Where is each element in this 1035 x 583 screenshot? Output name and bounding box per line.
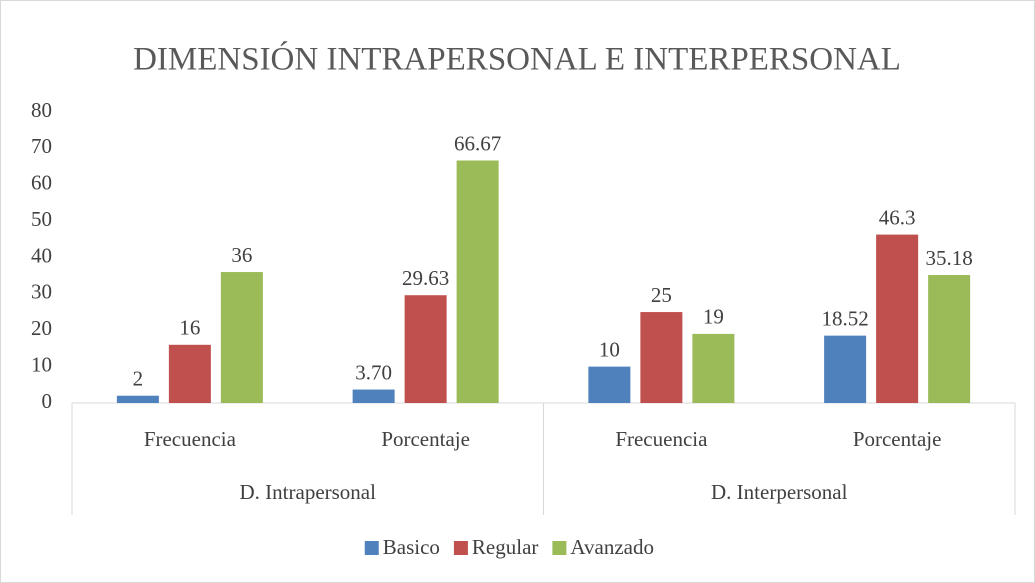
x-tick-label: Frecuencia — [615, 427, 708, 451]
bar — [824, 335, 867, 403]
legend-label: Regular — [472, 535, 538, 559]
bar — [456, 160, 499, 403]
bar — [876, 234, 919, 403]
y-tick-label: 50 — [31, 207, 52, 231]
legend-swatch — [453, 541, 468, 555]
data-label: 19 — [703, 305, 724, 329]
y-tick-label: 20 — [31, 316, 52, 340]
legend-swatch — [364, 541, 379, 555]
data-label: 25 — [651, 283, 672, 307]
data-label: 16 — [179, 316, 200, 340]
data-label: 66.67 — [454, 131, 501, 155]
x-tick-label: Porcentaje — [853, 427, 942, 451]
data-label: 29.63 — [402, 266, 449, 290]
data-label: 18.52 — [822, 306, 869, 330]
legend-swatch — [552, 541, 567, 555]
group-label: D. Interpersonal — [711, 480, 848, 504]
y-tick-label: 0 — [42, 389, 53, 413]
bar — [928, 275, 971, 403]
data-label: 35.18 — [926, 246, 973, 270]
bar — [404, 295, 447, 403]
y-tick-label: 10 — [31, 352, 52, 376]
data-label: 3.70 — [355, 360, 392, 384]
y-tick-label: 60 — [31, 171, 52, 195]
legend-label: Avanzado — [570, 535, 654, 559]
group-label: D. Intrapersonal — [240, 480, 377, 504]
chart-title: DIMENSIÓN INTRAPERSONAL E INTERPERSONAL — [133, 40, 901, 78]
x-tick-label: Frecuencia — [144, 427, 237, 451]
y-tick-label: 30 — [31, 280, 52, 304]
bar — [588, 366, 631, 403]
data-label: 2 — [133, 367, 144, 391]
bar — [640, 312, 683, 403]
y-tick-label: 80 — [31, 98, 52, 122]
bar — [116, 395, 159, 403]
data-label: 10 — [599, 337, 620, 361]
data-label: 36 — [231, 243, 252, 267]
y-tick-label: 40 — [31, 243, 52, 267]
data-label: 46.3 — [879, 205, 916, 229]
bar — [692, 333, 735, 403]
bar — [352, 389, 395, 403]
y-tick-label: 70 — [31, 134, 52, 158]
legend-label: Basico — [383, 535, 440, 559]
bar — [168, 344, 211, 403]
bar — [220, 272, 263, 403]
x-tick-label: Porcentaje — [381, 427, 470, 451]
